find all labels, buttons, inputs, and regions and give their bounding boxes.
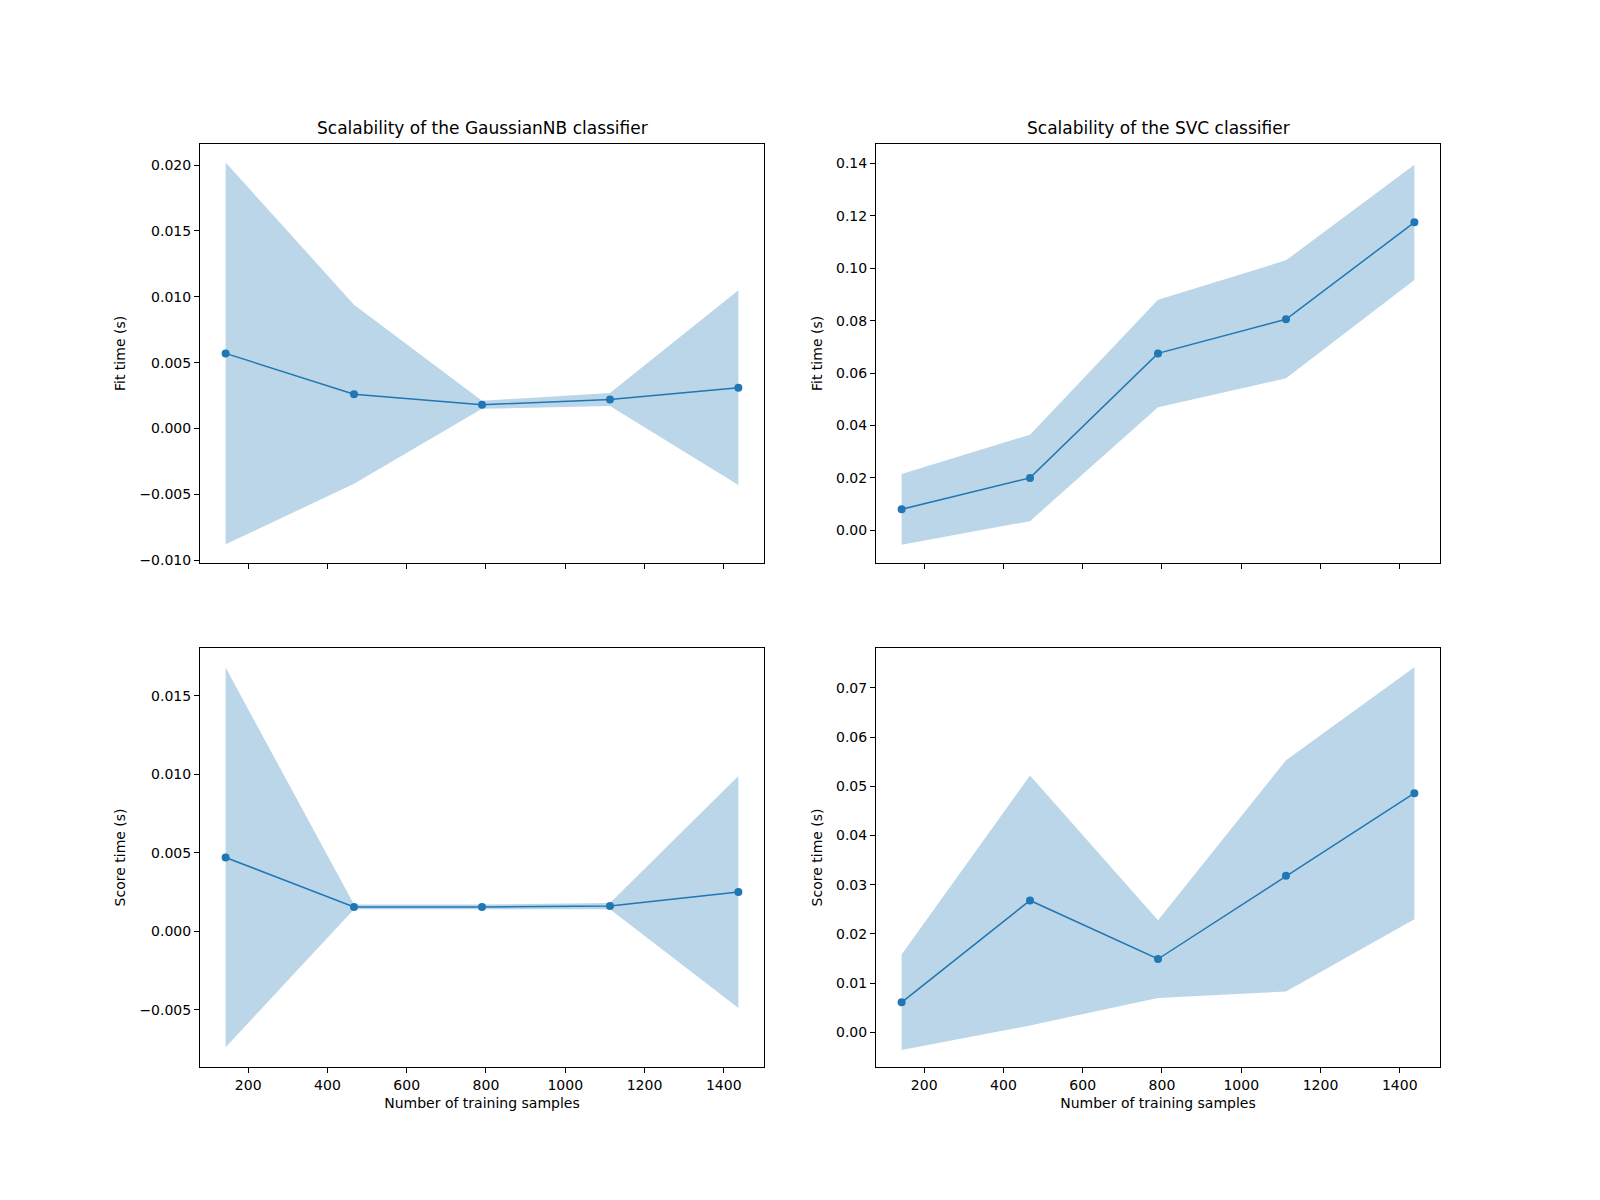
svg-text:0.06: 0.06 (836, 365, 867, 381)
svg-text:−0.005: −0.005 (139, 1002, 191, 1018)
svg-text:200: 200 (235, 1077, 262, 1093)
svg-text:−0.010: −0.010 (139, 552, 191, 568)
svg-text:800: 800 (473, 1077, 500, 1093)
svg-text:0.02: 0.02 (836, 470, 867, 486)
svg-text:0.05: 0.05 (836, 778, 867, 794)
svg-text:0.005: 0.005 (151, 355, 191, 371)
svg-text:Score time (s): Score time (s) (809, 808, 825, 906)
svg-text:0.010: 0.010 (151, 766, 191, 782)
svg-text:400: 400 (314, 1077, 341, 1093)
svg-text:0.00: 0.00 (836, 1024, 867, 1040)
svg-text:0.015: 0.015 (151, 223, 191, 239)
svg-text:1000: 1000 (547, 1077, 583, 1093)
svg-text:1200: 1200 (1303, 1077, 1339, 1093)
svg-text:0.005: 0.005 (151, 845, 191, 861)
svg-text:0.03: 0.03 (836, 877, 867, 893)
svg-text:Number of training samples: Number of training samples (1060, 1095, 1256, 1111)
svg-text:0.00: 0.00 (836, 522, 867, 538)
svg-text:0.02: 0.02 (836, 926, 867, 942)
svg-text:0.04: 0.04 (836, 417, 867, 433)
svg-text:600: 600 (393, 1077, 420, 1093)
svg-text:0.08: 0.08 (836, 313, 867, 329)
svg-text:Number of training samples: Number of training samples (384, 1095, 580, 1111)
svg-text:1400: 1400 (1382, 1077, 1418, 1093)
svg-text:0.020: 0.020 (151, 157, 191, 173)
svg-text:1200: 1200 (627, 1077, 663, 1093)
svg-text:800: 800 (1149, 1077, 1176, 1093)
svg-text:−0.005: −0.005 (139, 486, 191, 502)
svg-text:0.04: 0.04 (836, 827, 867, 843)
svg-text:0.10: 0.10 (836, 260, 867, 276)
svg-text:0.000: 0.000 (151, 420, 191, 436)
svg-text:Fit time (s): Fit time (s) (809, 316, 825, 391)
svg-text:1000: 1000 (1223, 1077, 1259, 1093)
svg-text:0.12: 0.12 (836, 208, 867, 224)
svg-text:Scalability of the GaussianNB: Scalability of the GaussianNB classifier (317, 118, 648, 138)
svg-text:0.010: 0.010 (151, 289, 191, 305)
svg-text:0.14: 0.14 (836, 155, 867, 171)
svg-text:1400: 1400 (706, 1077, 742, 1093)
svg-text:400: 400 (990, 1077, 1017, 1093)
svg-text:0.07: 0.07 (836, 680, 867, 696)
svg-text:0.06: 0.06 (836, 729, 867, 745)
svg-text:0.015: 0.015 (151, 688, 191, 704)
svg-text:Score time (s): Score time (s) (112, 808, 128, 906)
svg-text:0.000: 0.000 (151, 923, 191, 939)
svg-text:Scalability of the SVC classif: Scalability of the SVC classifier (1027, 118, 1290, 138)
svg-text:Fit time (s): Fit time (s) (112, 316, 128, 391)
svg-text:0.01: 0.01 (836, 975, 867, 991)
svg-text:600: 600 (1069, 1077, 1096, 1093)
svg-text:200: 200 (911, 1077, 938, 1093)
